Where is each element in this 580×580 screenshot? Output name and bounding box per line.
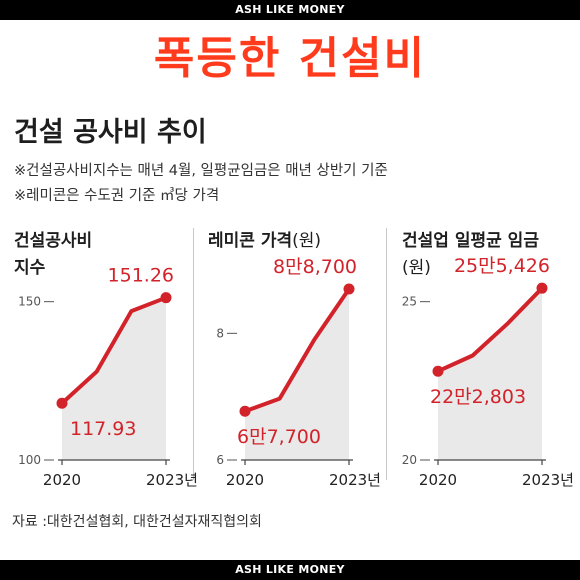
panel-3-title-line-1: 건설업 일평균 임금 — [402, 231, 539, 251]
panel-1-title-line-1: 건설공사비 — [14, 231, 93, 251]
start-label-1: 117.93 — [70, 418, 136, 440]
chart-title: 건설 공사비 추이 — [14, 117, 207, 148]
start-point-2 — [239, 405, 251, 417]
start-point-3 — [432, 365, 444, 377]
panel-3-plot: 20 25 2020 2023년 22만2,803 25만5,426 — [402, 255, 574, 489]
panel-divider-2 — [386, 228, 387, 480]
bottom-banner: ASH LIKE MONEY — [0, 560, 580, 580]
x-tick-label-3-2: 2023년 — [522, 471, 574, 489]
panel-2-title: 레미콘 가격(원) — [208, 228, 321, 255]
series-line-3 — [437, 286, 544, 374]
panel-2-title-text: 레미콘 가격 — [208, 231, 293, 251]
x-tick-label-1-2: 2023년 — [146, 471, 198, 489]
panel-1-title: 건설공사비 지수 — [14, 228, 92, 282]
x-tick-label-2-2: 2023년 — [329, 471, 381, 489]
area-fill-1 — [62, 297, 166, 460]
y-tick-label-1-1: 100 — [18, 453, 41, 467]
start-label-3: 22만2,803 — [430, 386, 526, 408]
top-banner: ASH LIKE MONEY — [0, 0, 580, 20]
y-tick-label-3-1: 20 — [402, 453, 417, 467]
end-label-3: 25만5,426 — [454, 255, 550, 277]
end-label-2: 8만8,700 — [273, 256, 357, 278]
y-tick-label-1-2: 150 — [18, 295, 41, 309]
y-tick-label-2-1: 6 — [216, 453, 224, 467]
panel-1-plot: 100 150 2020 2023년 117.93 151.26 — [18, 265, 198, 489]
y-tick-label-2-2: 8 — [216, 326, 224, 340]
x-tick-label-1-1: 2020 — [43, 471, 81, 489]
note-2: ※레미콘은 수도권 기준 ㎥당 가격 — [14, 188, 220, 204]
end-point-2 — [343, 283, 355, 295]
source-note: 자료 :대한건설협회, 대한건설자재직협의회 — [12, 514, 262, 530]
start-point-1 — [56, 397, 68, 409]
panel-2-title-unit: (원) — [292, 231, 322, 251]
end-label-1: 151.26 — [108, 265, 174, 287]
panel-3-title-unit: (원) — [402, 258, 431, 278]
panel-3-title: 건설업 일평균 임금 (원) — [402, 228, 539, 282]
panel-1-title-line-2: 지수 — [14, 258, 46, 278]
panel-divider-1 — [193, 228, 194, 480]
end-point-1 — [160, 292, 172, 304]
area-fill-3 — [438, 288, 542, 460]
note-1: ※건설공사비지수는 매년 4월, 일평균임금은 매년 상반기 기준 — [14, 163, 388, 179]
panel-2-plot: 6 8 2020 2023년 6만7,700 8만8,700 — [216, 256, 381, 489]
x-tick-label-2-1: 2020 — [226, 471, 264, 489]
end-point-3 — [536, 282, 548, 294]
series-line-2 — [244, 287, 351, 414]
area-fill-2 — [245, 289, 349, 460]
start-label-2: 6만7,700 — [237, 426, 321, 448]
series-line-1 — [60, 295, 167, 405]
y-tick-label-3-2: 25 — [402, 295, 417, 309]
x-tick-label-3-1: 2020 — [419, 471, 457, 489]
headline: 폭등한 건설비 — [153, 33, 427, 84]
